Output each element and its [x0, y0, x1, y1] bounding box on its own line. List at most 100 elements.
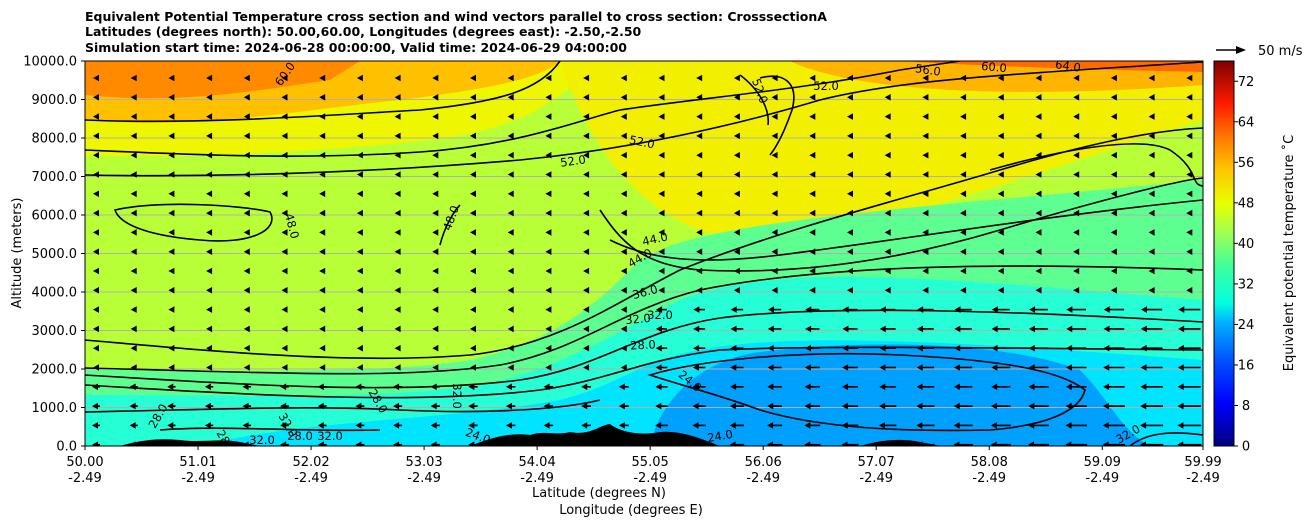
- wind-arrow: [1073, 113, 1080, 120]
- contour-label: 24.0: [464, 425, 493, 447]
- wind-arrow: [545, 74, 552, 82]
- wind-arrow: [997, 267, 1004, 275]
- wind-arrow: [507, 248, 514, 255]
- wind-arrow: [804, 364, 820, 371]
- wind-arrow: [620, 306, 627, 313]
- wind-arrow: [545, 325, 552, 333]
- wind-arrow: [1186, 94, 1193, 101]
- wind-arrow: [922, 190, 929, 198]
- wind-arrow: [1028, 364, 1049, 371]
- wind-arrow: [922, 287, 929, 294]
- wind-arrow: [356, 306, 363, 313]
- wind-arrow: [804, 383, 820, 391]
- wind-arrow: [1066, 344, 1087, 352]
- wind-arrow: [543, 422, 554, 429]
- wind-arrow: [809, 113, 816, 120]
- wind-arrow: [696, 209, 703, 217]
- colorbar-tick-label: 72: [1238, 75, 1255, 90]
- wind-arrow: [1186, 248, 1193, 255]
- wind-arrow: [470, 151, 476, 159]
- wind-arrow: [319, 306, 326, 313]
- wind-arrow: [583, 229, 590, 236]
- contour-label: 44.0: [641, 229, 669, 248]
- wind-arrow: [470, 113, 476, 120]
- wind-arrow: [847, 74, 853, 82]
- wind-arrow: [997, 151, 1004, 159]
- wind-arrow: [168, 171, 175, 178]
- wind-arrow: [168, 248, 175, 255]
- wind-arrow: [997, 209, 1004, 217]
- wind-arrow: [130, 287, 137, 294]
- contour-label: 52.0: [813, 79, 839, 93]
- wind-arrow: [960, 287, 967, 294]
- wind-arrow: [281, 306, 288, 313]
- wind-arrow: [696, 171, 703, 178]
- wind-arrow: [168, 74, 175, 82]
- wind-arrow: [730, 344, 744, 352]
- wind-arrow: [432, 267, 439, 275]
- wind-arrow: [583, 248, 590, 255]
- wind-arrow: [884, 113, 891, 120]
- wind-arrow: [997, 287, 1004, 294]
- wind-arrow: [543, 402, 554, 410]
- wind-arrow: [93, 248, 99, 255]
- wind-arrow: [991, 325, 1010, 333]
- contour-label: 36.0: [631, 282, 659, 302]
- wind-arrow: [916, 344, 934, 352]
- wind-arrow: [733, 113, 740, 120]
- wind-arrow: [168, 113, 175, 120]
- contour-label: 52.0: [559, 152, 586, 169]
- wind-arrow: [655, 422, 668, 429]
- wind-arrow: [1110, 267, 1117, 275]
- wind-arrow: [130, 113, 137, 120]
- wind-arrow: [1103, 364, 1125, 371]
- wind-arrow: [168, 151, 175, 159]
- wind-arrow: [842, 325, 858, 333]
- wind-arrow: [1028, 344, 1049, 352]
- wind-arrow: [767, 325, 782, 333]
- wind-arrow: [1140, 383, 1163, 391]
- wind-arrow: [658, 190, 665, 198]
- wind-arrow: [1029, 306, 1048, 313]
- wind-arrow: [954, 364, 973, 371]
- wind-arrow: [130, 344, 137, 352]
- wind-arrow: [168, 306, 175, 313]
- wind-arrow: [1140, 364, 1163, 371]
- wind-arrow: [281, 364, 288, 371]
- wind-arrow: [432, 248, 439, 255]
- wind-arrow: [618, 402, 629, 410]
- wind-arrow: [1186, 113, 1193, 120]
- wind-arrow: [545, 287, 552, 294]
- y-tick-label: 7000.0: [32, 170, 78, 185]
- wind-arrow: [581, 402, 591, 410]
- y-tick-label: 10000.0: [23, 55, 77, 70]
- wind-arrow: [507, 132, 514, 140]
- x-tick-label-lon: -2.49: [633, 471, 667, 486]
- wind-arrow: [658, 113, 665, 120]
- wind-arrow: [960, 151, 967, 159]
- title-line-2: Latitudes (degrees north): 50.00,60.00, …: [85, 24, 642, 39]
- wind-arrow: [204, 422, 214, 429]
- colorbar-tick-label: 8: [1242, 399, 1250, 414]
- plot-area: 60.0 56.0 60.0 64.052.052.052.0 52.048.0 48.0…: [85, 61, 1203, 447]
- y-tick-label: 5000.0: [32, 247, 78, 262]
- wind-arrow: [1035, 267, 1042, 275]
- wind-arrow: [847, 287, 853, 294]
- wind-arrow: [242, 383, 252, 391]
- wind-arrow: [319, 248, 326, 255]
- wind-arrow: [658, 248, 665, 255]
- wind-arrow: [393, 383, 403, 391]
- wind-arrow: [319, 209, 326, 217]
- wind-arrow: [658, 287, 665, 294]
- wind-arrow: [1028, 383, 1049, 391]
- wind-arrow: [997, 132, 1004, 140]
- x-axis-label-latitude: Latitude (degrees N): [532, 486, 666, 501]
- wind-arrow: [809, 171, 816, 178]
- wind-arrow: [809, 287, 816, 294]
- wind-arrow: [545, 267, 552, 275]
- wind-arrow: [280, 402, 289, 410]
- x-tick-label-lat: 51.01: [179, 455, 216, 470]
- colorbar-tick-label: 16: [1238, 358, 1255, 373]
- wind-arrow: [1186, 151, 1193, 159]
- wind-arrow: [730, 364, 744, 371]
